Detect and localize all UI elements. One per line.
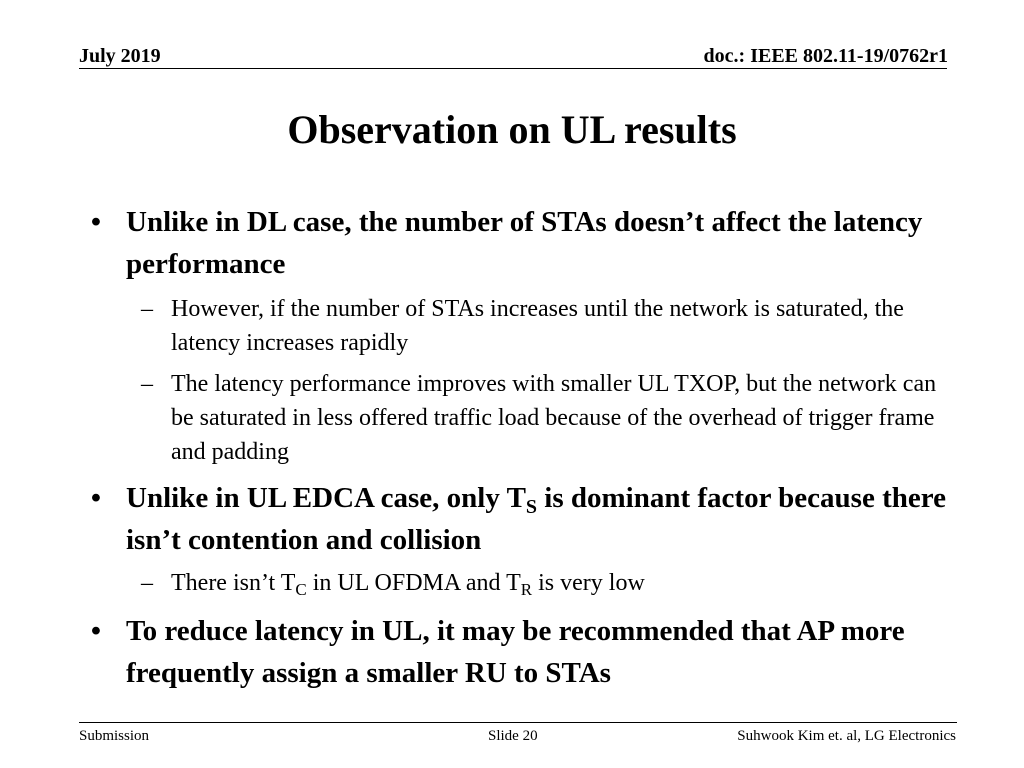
bullet-1-text: Unlike in DL case, the number of STAs do… [126,206,923,280]
bullet-2-text-post: is dominant factor because there isn’t c… [126,482,946,556]
footer-slide-number: Slide 20 [488,728,538,744]
subscript-c: C [295,580,307,599]
footer-author: Suhwook Kim et. al, LG Electronics [737,728,956,744]
bullet-2-sub-1-pre: There isn’t T [171,570,296,596]
footer-rule [79,722,957,723]
header-date: July 2019 [79,45,161,67]
bullet-1: • Unlike in DL case, the number of STAs … [91,201,976,285]
slide-title: Observation on UL results [287,107,737,152]
dash-glyph: – [141,371,153,397]
bullet-2-subscript-s: S [525,496,538,518]
bullet-3: • To reduce latency in UL, it may be rec… [91,610,976,694]
bullet-3-text: To reduce latency in UL, it may be recom… [126,615,905,689]
bullet-1-sub-1-text: However, if the number of STAs increases… [171,296,904,356]
header-doc-id: doc.: IEEE 802.11-19/0762r1 [703,45,948,67]
header-rule [79,68,947,69]
bullet-glyph: • [90,615,102,647]
bullet-2-sub-1: – There isn’t TC in UL OFDMA and TR is v… [141,566,951,600]
dash-glyph: – [141,570,153,596]
footer-submission: Submission [79,728,150,744]
bullet-2-text-pre: Unlike in UL EDCA case, only T [126,482,526,514]
bullet-1-sub-2: – The latency performance improves with … [141,367,951,469]
bullet-2-sub-1-post: is very low [532,570,645,596]
bullet-1-sub-2-text: The latency performance improves with sm… [171,371,937,465]
bullet-2-sub-1-mid: in UL OFDMA and T [306,570,521,596]
subscript-r: R [520,580,533,599]
bullet-2: • Unlike in UL EDCA case, only TS is dom… [91,477,976,561]
bullet-1-sub-1: – However, if the number of STAs increas… [141,292,951,360]
bullet-glyph: • [90,482,102,514]
dash-glyph: – [141,296,153,322]
bullet-glyph: • [90,206,102,238]
